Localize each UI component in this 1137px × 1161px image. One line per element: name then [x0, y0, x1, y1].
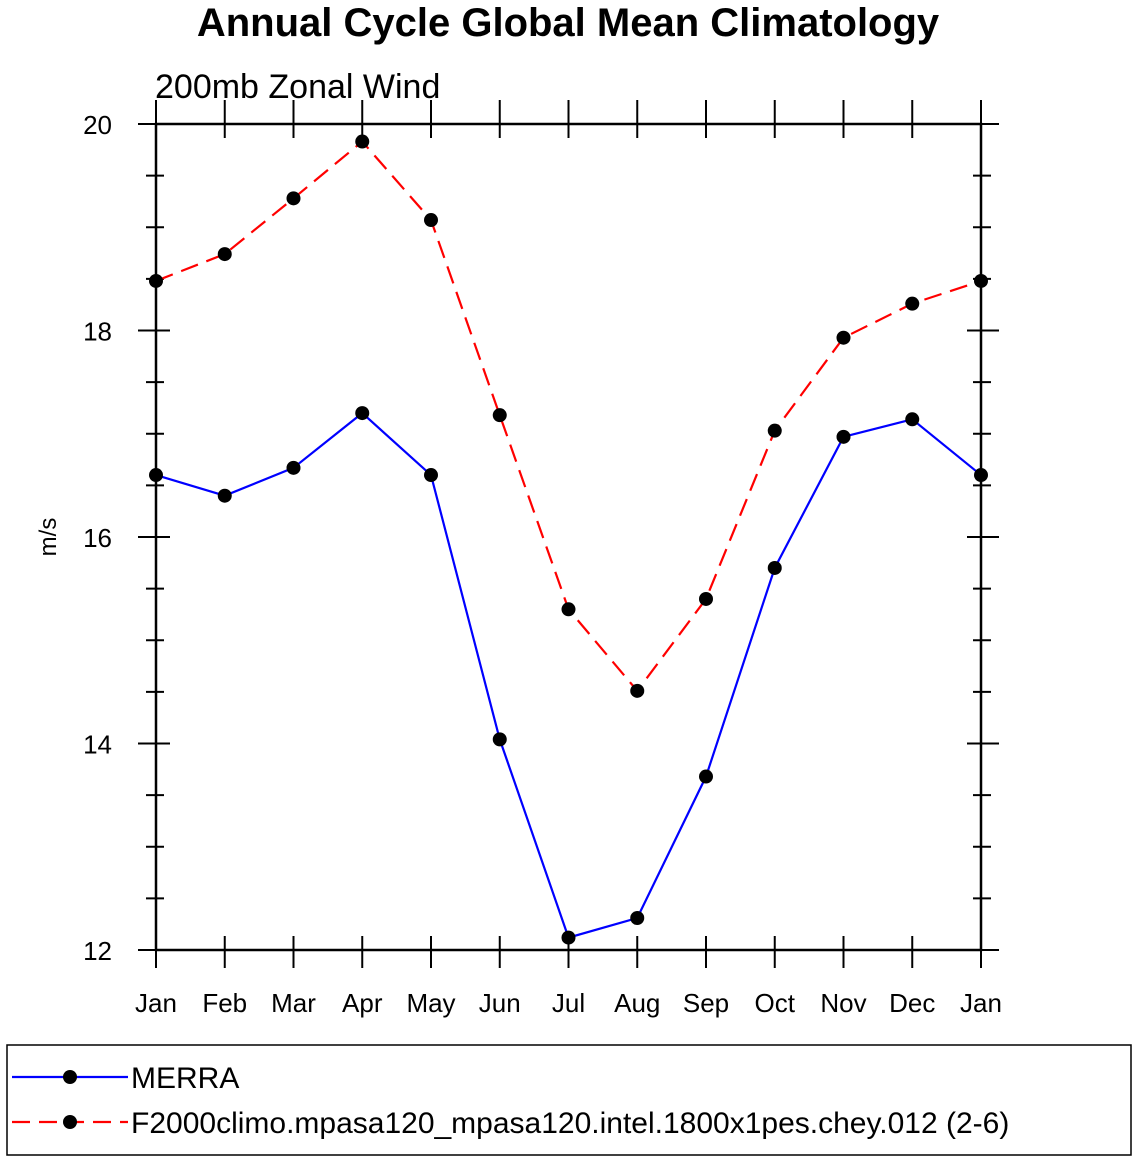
data-point-1: [492, 408, 507, 423]
chart-subtitle: 200mb Zonal Wind: [155, 68, 440, 106]
data-point-0: [492, 732, 507, 747]
plot-frame: [154, 122, 983, 952]
data-point-0: [561, 930, 576, 945]
data-point-1: [424, 213, 438, 228]
data-point-0: [974, 468, 988, 483]
data-point-0: [630, 910, 645, 925]
data-point-0: [836, 429, 851, 444]
data-point-1: [699, 591, 713, 606]
legend: MERRA F2000climo.mpasa120_mpasa120.intel.…: [6, 1044, 1132, 1156]
x-tick-label: Jan: [960, 988, 1002, 1018]
data-point-1: [149, 273, 163, 288]
data-point-1: [630, 683, 645, 698]
data-point-0: [355, 406, 370, 421]
y-tick-label: 16: [83, 523, 112, 553]
data-point-0: [905, 412, 920, 427]
x-tick-label: Feb: [202, 988, 247, 1018]
legend-marker-0: [63, 1070, 77, 1084]
chart-title: Annual Cycle Global Mean Climatology: [197, 1, 940, 45]
legend-box: [6, 1044, 1132, 1156]
tick-labels: Jan Feb Mar Apr May Jun Jul Aug Sep Oct Nov Dec Jan 1…: [83, 110, 1002, 1018]
data-point-1: [355, 134, 370, 149]
data-point-0: [699, 769, 713, 784]
data-point-0: [286, 460, 301, 475]
x-tick-label: Nov: [820, 988, 866, 1018]
y-axis-label: m/s: [35, 518, 62, 557]
x-tick-label: Dec: [889, 988, 935, 1018]
data-point-1: [767, 423, 782, 438]
data-point-1: [836, 330, 851, 345]
y-tick-label: 20: [83, 110, 112, 140]
x-tick-label: May: [406, 988, 455, 1018]
data-point-1: [217, 247, 232, 262]
data-point-0: [149, 468, 163, 483]
legend-label-1: F2000climo.mpasa120_mpasa120.intel.1800x…: [131, 1107, 1009, 1140]
data-point-0: [217, 488, 232, 503]
legend-label-0: MERRA: [131, 1062, 239, 1095]
x-tick-label: Sep: [683, 988, 729, 1018]
x-tick-label: Apr: [342, 988, 383, 1018]
data-point-1: [561, 602, 576, 617]
x-tick-label: Oct: [755, 988, 796, 1018]
data-point-0: [424, 468, 438, 483]
y-tick-label: 18: [83, 317, 112, 347]
y-tick-label: 12: [83, 936, 112, 966]
data-point-1: [286, 191, 301, 206]
legend-marker-1: [63, 1115, 77, 1129]
x-tick-label: Jan: [135, 988, 177, 1018]
x-tick-label: Jun: [479, 988, 521, 1018]
x-tick-label: Aug: [614, 988, 660, 1018]
data-point-1: [905, 296, 920, 311]
axis-ticks: [138, 100, 999, 968]
x-tick-label: Jul: [552, 988, 585, 1018]
data-point-1: [974, 273, 988, 288]
series-layer: [149, 134, 988, 945]
x-tick-label: Mar: [271, 988, 316, 1018]
y-tick-label: 14: [83, 730, 112, 760]
data-point-0: [767, 560, 782, 575]
series-line-0: [155, 411, 982, 939]
